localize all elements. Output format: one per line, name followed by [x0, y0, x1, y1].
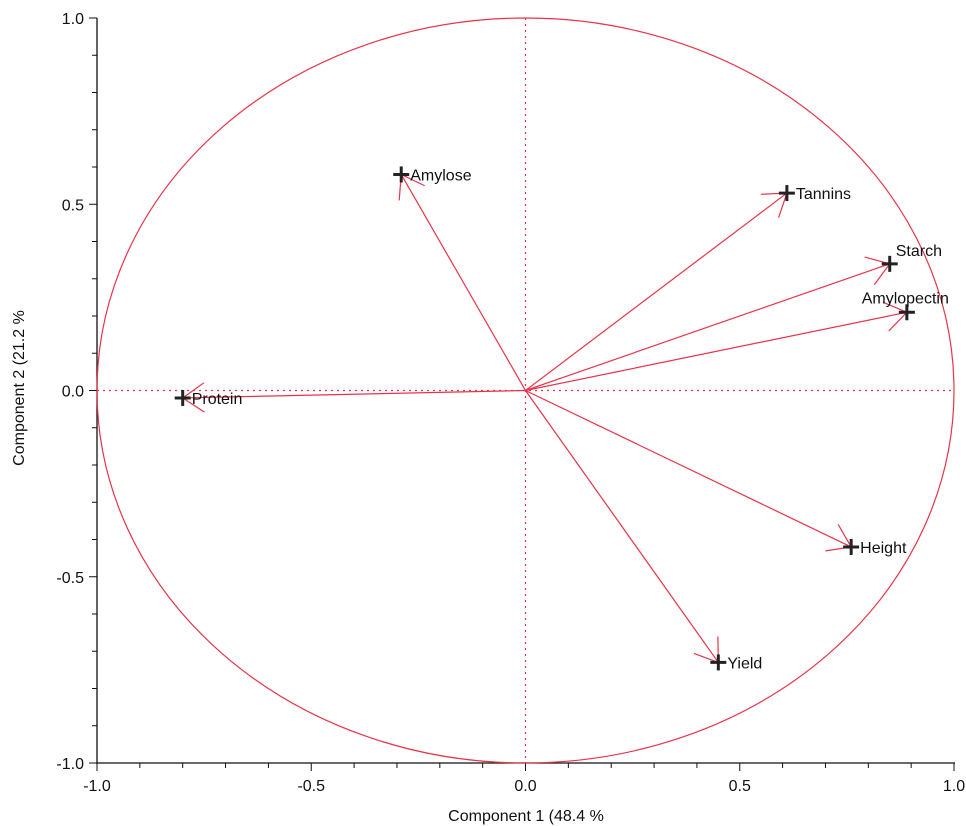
point-label-amylopectin: Amylopectin	[862, 290, 949, 307]
vector-line	[525, 192, 788, 391]
y-tick-label: 0.0	[62, 384, 84, 401]
point-label-amylose: Amylose	[410, 167, 471, 184]
arrow-head	[693, 652, 719, 663]
y-tick-label: 1.0	[62, 11, 84, 28]
x-axis-label: Component 1 (48.4 %	[448, 808, 604, 825]
x-tick-label: -0.5	[297, 778, 325, 795]
vector-amylose	[393, 166, 527, 391]
vector-line	[182, 389, 526, 399]
vector-yield	[525, 390, 727, 671]
arrow-head	[182, 397, 205, 413]
point-label-yield: Yield	[727, 655, 762, 672]
x-tick-label: 1.0	[943, 778, 965, 795]
point-label-height: Height	[860, 540, 907, 557]
arrow-head	[400, 173, 425, 187]
labels-layer: Amylose Tannins Starch Amylopectin Protein He…	[192, 167, 949, 672]
vector-line	[525, 311, 907, 392]
x-tick-label: -1.0	[83, 778, 111, 795]
x-tick-label: 0.0	[514, 778, 536, 795]
arrow-head	[837, 524, 852, 548]
point-label-protein: Protein	[192, 391, 243, 408]
x-tick-label: 0.5	[729, 778, 751, 795]
vectors-layer	[174, 166, 915, 671]
arrow-head	[182, 382, 205, 399]
vector-line	[525, 389, 852, 548]
vector-line	[525, 390, 719, 663]
vector-amylopectin	[525, 301, 915, 392]
axes: -1.0 -0.5 0.0 0.5 1.0 1.0 0.5 0.0 -0.5 -1.0	[56, 11, 965, 795]
arrow-head	[873, 263, 891, 286]
vector-line	[400, 174, 527, 391]
vector-protein	[174, 382, 526, 413]
y-tick-label: -0.5	[56, 570, 84, 587]
y-tick-label: -1.0	[56, 756, 84, 773]
point-label-starch: Starch	[896, 243, 942, 260]
vector-line	[525, 263, 890, 392]
point-label-tannins: Tannins	[796, 186, 851, 203]
arrow-head	[882, 301, 908, 313]
vector-tannins	[525, 185, 795, 391]
vector-height	[525, 389, 860, 555]
y-axis-label: Component 2 (21.2 %	[11, 310, 28, 466]
vector-starch	[525, 255, 898, 392]
arrow-head	[888, 311, 908, 332]
y-tick-label: 0.5	[62, 197, 84, 214]
